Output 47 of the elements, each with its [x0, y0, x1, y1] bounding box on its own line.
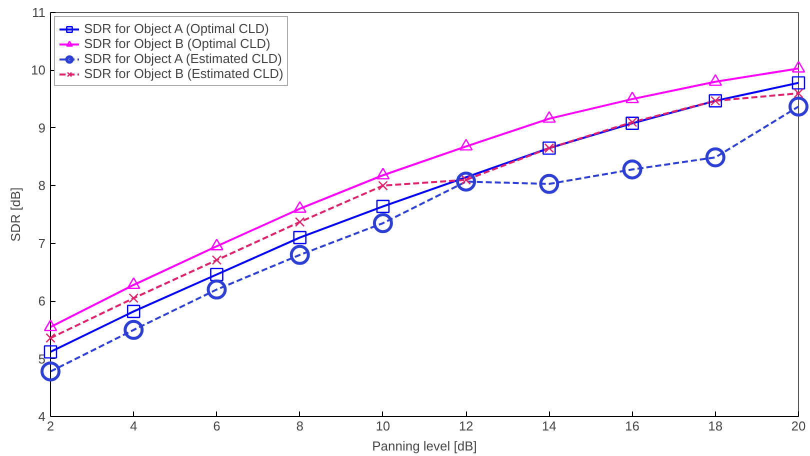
legend-label: SDR for Object A (Optimal CLD) [84, 21, 269, 36]
x-tick-label: 12 [458, 418, 474, 434]
point [206, 280, 227, 300]
point [372, 213, 393, 234]
point [290, 244, 310, 265]
y-tick-label: 10 [31, 62, 46, 78]
y-tick-label: 5 [38, 351, 46, 366]
x-tick-label: 8 [296, 418, 304, 434]
x-tick-label: 2 [46, 418, 54, 434]
legend-label: SDR for Object A (Estimated CLD) [84, 51, 282, 66]
point [794, 88, 804, 98]
legend-label: SDR for Object B (Estimated CLD) [84, 66, 284, 81]
x-tick-label: 18 [708, 418, 723, 434]
point [210, 268, 224, 282]
point [627, 117, 638, 128]
x-tick-label: 16 [625, 418, 640, 434]
point [46, 333, 56, 343]
y-tick-label: 8 [38, 178, 46, 194]
point [622, 160, 642, 180]
y-tick-label: 4 [38, 409, 46, 424]
point [128, 293, 139, 304]
point [539, 174, 560, 194]
x-axis-title: Panning level [dB] [372, 438, 477, 454]
point [376, 200, 390, 214]
y-tick-label: 6 [38, 294, 46, 309]
point [378, 180, 388, 191]
point [124, 320, 144, 340]
x-tick-label: 10 [376, 418, 390, 434]
legend-label: SDR for Object B (Optimal CLD) [84, 36, 270, 51]
point [788, 96, 808, 117]
x-tick-label: 14 [542, 418, 556, 434]
x-tick-label: 6 [213, 418, 220, 434]
point [44, 345, 58, 359]
x-tick-label: 4 [130, 418, 138, 434]
point [626, 116, 639, 130]
y-tick-label: 11 [32, 5, 46, 20]
point [293, 230, 306, 244]
point [792, 76, 806, 90]
x-tick-label: 20 [791, 418, 806, 434]
point [705, 147, 726, 168]
point [456, 172, 476, 192]
y-tick-label: 9 [38, 120, 46, 136]
point [126, 304, 140, 318]
y-axis-title: SDR [dB] [8, 187, 24, 242]
point [294, 217, 305, 227]
point [212, 255, 222, 265]
y-tick-label: 7 [38, 236, 46, 251]
